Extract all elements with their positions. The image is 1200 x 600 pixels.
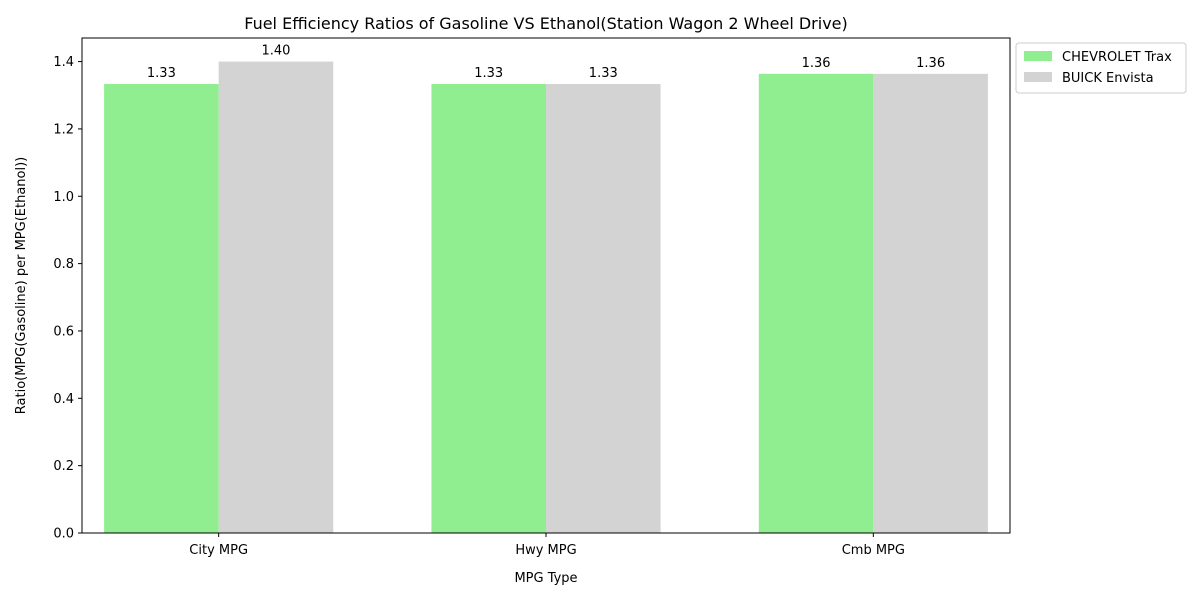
bar-buick-envista-hwy-mpg — [546, 84, 661, 534]
y-tick-label: 0.4 — [53, 392, 74, 407]
y-tick-label: 0.2 — [53, 459, 74, 474]
plot-frame — [81, 37, 1011, 534]
y-tick-label: 0.6 — [53, 324, 74, 339]
data-label: 1.33 — [474, 66, 503, 81]
data-label: 1.40 — [261, 44, 290, 59]
data-label: 1.33 — [147, 66, 176, 81]
y-tick-label: 1.2 — [53, 122, 74, 137]
bar-chevrolet-trax-city-mpg — [104, 84, 219, 534]
y-tick-label: 0.8 — [53, 257, 74, 272]
y-tick-label: 1.0 — [53, 190, 74, 205]
bar-buick-envista-city-mpg — [218, 61, 334, 533]
x-tick-label: Cmb MPG — [842, 543, 905, 558]
x-tick-label: Hwy MPG — [515, 543, 576, 558]
data-label: 1.36 — [802, 56, 831, 71]
y-axis: 0.0 0.2 0.4 0.6 0.8 1.0 1.2 1.4 — [53, 55, 82, 542]
legend-label: BUICK Envista — [1062, 71, 1154, 86]
legend-swatch — [1024, 72, 1052, 82]
data-labels: 1.33 1.33 1.36 1.40 1.33 1.36 — [147, 44, 945, 81]
legend-box — [1015, 42, 1187, 94]
y-axis-title: Ratio(MPG(Gasoline) per MPG(Ethanol)) — [14, 157, 29, 414]
data-label: 1.36 — [916, 56, 945, 71]
y-tick-label: 0.0 — [53, 527, 74, 542]
x-axis: City MPG Hwy MPG Cmb MPG — [189, 533, 905, 558]
legend: CHEVROLET Trax BUICK Envista — [1015, 42, 1187, 94]
bar-chevrolet-trax-cmb-mpg — [758, 73, 874, 533]
x-tick-label: City MPG — [189, 543, 248, 558]
chart-title: Fuel Efficiency Ratios of Gasoline VS Et… — [244, 14, 848, 33]
bar-buick-envista-cmb-mpg — [873, 73, 988, 533]
legend-swatch — [1024, 51, 1052, 61]
bars — [104, 61, 988, 534]
bar-chevrolet-trax-hwy-mpg — [431, 84, 546, 534]
y-tick-label: 1.4 — [53, 55, 74, 70]
legend-label: CHEVROLET Trax — [1062, 50, 1172, 65]
x-axis-title: MPG Type — [514, 571, 577, 586]
data-label: 1.33 — [589, 66, 618, 81]
